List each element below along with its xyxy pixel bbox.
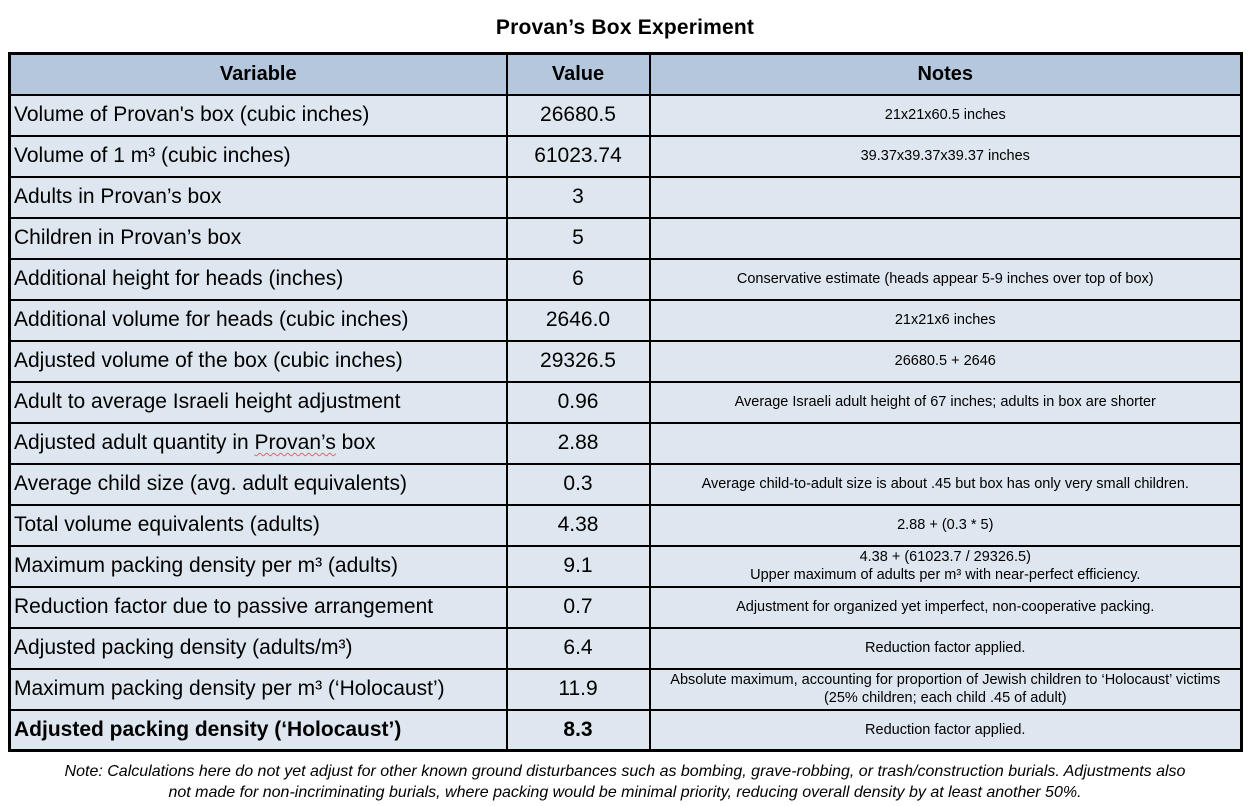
table-row: Maximum packing density per m³ (adults) 9…: [8, 544, 1243, 588]
table-row: Adults in Provan’s box 3: [8, 175, 1243, 219]
variable-cell: Adjusted packing density (‘Holocaust’): [8, 708, 508, 752]
variable-cell: Children in Provan’s box: [8, 216, 508, 260]
table-row: Volume of 1 m³ (cubic inches) 61023.74 39.…: [8, 134, 1243, 178]
note-cell: [648, 216, 1243, 260]
note-cell: 21x21x6 inches: [648, 298, 1243, 342]
value-cell: 2646.0: [505, 298, 651, 342]
value-cell: 26680.5: [505, 93, 651, 137]
variable-cell: Total volume equivalents (adults): [8, 503, 508, 547]
table-row: Children in Provan’s box 5: [8, 216, 1243, 260]
note-cell: Reduction factor applied.: [648, 626, 1243, 670]
column-header-value: Value: [505, 52, 651, 96]
note-cell: Adjustment for organized yet imperfect, …: [648, 585, 1243, 629]
page-title: Provan’s Box Experiment: [495, 16, 755, 39]
value-cell: 5: [505, 216, 651, 260]
table-row: Adjusted volume of the box (cubic inches…: [8, 339, 1243, 383]
value-cell: 9.1: [505, 544, 651, 588]
note-cell: [648, 421, 1243, 465]
variable-cell: Volume of 1 m³ (cubic inches): [8, 134, 508, 178]
variable-cell: Adult to average Israeli height adjustme…: [8, 380, 508, 424]
variable-cell: Reduction factor due to passive arrangem…: [8, 585, 508, 629]
column-header-variable: Variable: [8, 52, 508, 96]
note-cell: Average Israeli adult height of 67 inche…: [648, 380, 1243, 424]
variable-cell: Maximum packing density per m³ (adults): [8, 544, 508, 588]
variable-cell: Average child size (avg. adult equivalen…: [8, 462, 508, 506]
note-cell: 2.88 + (0.3 * 5): [648, 503, 1243, 547]
value-cell: 6: [505, 257, 651, 301]
value-cell: 2.88: [505, 421, 651, 465]
note-cell: 21x21x60.5 inches: [648, 93, 1243, 137]
variable-cell: Adjusted packing density (adults/m³): [8, 626, 508, 670]
table-row: Adjusted packing density (‘Holocaust’) 8.…: [8, 708, 1243, 752]
table-row: Adult to average Israeli height adjustme…: [8, 380, 1243, 424]
table-row: Adjusted adult quantity in Provan’s box 2…: [8, 421, 1243, 465]
variable-cell: Adjusted adult quantity in Provan’s box: [8, 421, 508, 465]
variable-cell: Maximum packing density per m³ (‘Holocau…: [8, 667, 508, 711]
table-head: Variable Value Notes: [8, 52, 1243, 96]
value-cell: 6.4: [505, 626, 651, 670]
variable-cell: Volume of Provan's box (cubic inches): [8, 93, 508, 137]
variable-cell: Additional height for heads (inches): [8, 257, 508, 301]
variable-cell: Adults in Provan’s box: [8, 175, 508, 219]
value-cell: 29326.5: [505, 339, 651, 383]
value-cell: 3: [505, 175, 651, 219]
note-cell: 26680.5 + 2646: [648, 339, 1243, 383]
note-cell: Conservative estimate (heads appear 5-9 …: [648, 257, 1243, 301]
note-cell: Reduction factor applied.: [648, 708, 1243, 752]
table-row: Total volume equivalents (adults) 4.38 2.8…: [8, 503, 1243, 547]
note-cell: Absolute maximum, accounting for proport…: [648, 667, 1243, 711]
note-cell: 4.38 + (61023.7 / 29326.5) Upper maximum…: [648, 544, 1243, 588]
variable-cell: Adjusted volume of the box (cubic inches…: [8, 339, 508, 383]
value-cell: 4.38: [505, 503, 651, 547]
variable-cell: Additional volume for heads (cubic inche…: [8, 298, 508, 342]
header-row: Variable Value Notes: [8, 52, 1243, 96]
value-cell: 0.7: [505, 585, 651, 629]
data-table: Variable Value Notes Volume of Provan's …: [8, 52, 1243, 752]
table-row: Reduction factor due to passive arrangem…: [8, 585, 1243, 629]
spellcheck-word: Provan’s: [254, 431, 336, 454]
footer-note: Note: Calculations here do not yet adjus…: [64, 763, 1186, 801]
table-row: Adjusted packing density (adults/m³) 6.4 R…: [8, 626, 1243, 670]
table-row: Average child size (avg. adult equivalen…: [8, 462, 1243, 506]
table-row: Volume of Provan's box (cubic inches) 266…: [8, 93, 1243, 137]
value-cell: 8.3: [505, 708, 651, 752]
table-body: Volume of Provan's box (cubic inches) 266…: [8, 93, 1243, 752]
table-row: Maximum packing density per m³ (‘Holocau…: [8, 667, 1243, 711]
value-cell: 61023.74: [505, 134, 651, 178]
note-cell: 39.37x39.37x39.37 inches: [648, 134, 1243, 178]
table-row: Additional volume for heads (cubic inche…: [8, 298, 1243, 342]
note-cell: Average child-to-adult size is about .45…: [648, 462, 1243, 506]
value-cell: 11.9: [505, 667, 651, 711]
note-cell: [648, 175, 1243, 219]
table-row: Additional height for heads (inches) 6 Con…: [8, 257, 1243, 301]
value-cell: 0.3: [505, 462, 651, 506]
column-header-notes: Notes: [648, 52, 1243, 96]
value-cell: 0.96: [505, 380, 651, 424]
